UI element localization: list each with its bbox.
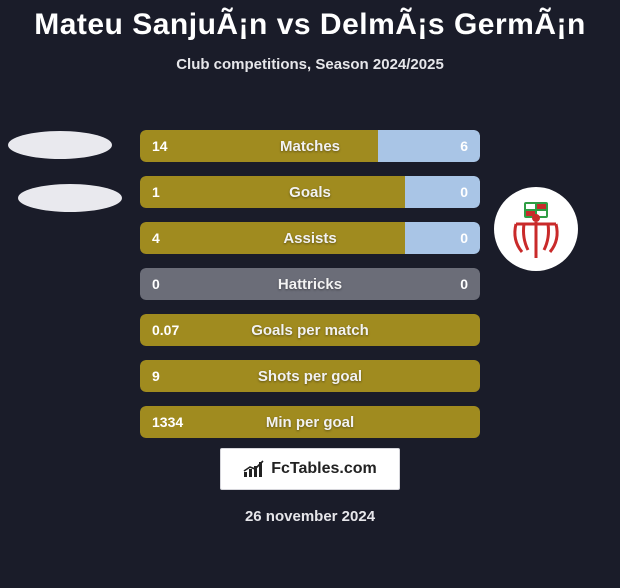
stat-value-left: 14: [152, 130, 168, 162]
stat-value-left: 9: [152, 360, 160, 392]
stat-row: Hattricks0 0: [140, 268, 480, 300]
club-crest-icon: [508, 194, 564, 264]
footer-brand: FcTables.com: [220, 448, 400, 490]
player-badge-left-1: [8, 131, 112, 159]
stat-row: Goals1 0: [140, 176, 480, 208]
player-badge-left-2: [18, 184, 122, 212]
stat-label: Min per goal: [140, 406, 480, 438]
page-title: Mateu SanjuÃ¡n vs DelmÃ¡s GermÃ¡n: [0, 8, 620, 42]
stat-row: Min per goal1334: [140, 406, 480, 438]
stat-label: Matches: [140, 130, 480, 162]
stat-label: Goals: [140, 176, 480, 208]
stat-value-left: 4: [152, 222, 160, 254]
stat-row: Assists4 0: [140, 222, 480, 254]
stat-value-right: 6: [460, 130, 468, 162]
stat-value-left: 1334: [152, 406, 183, 438]
stat-label: Hattricks: [140, 268, 480, 300]
club-crest: [494, 187, 578, 271]
stat-value-right: 0: [460, 268, 468, 300]
stat-value-left: 0: [152, 268, 160, 300]
comparison-bars: Matches146Goals10Assists40Hattricks00Goa…: [140, 130, 480, 452]
stat-value-left: 1: [152, 176, 160, 208]
stat-row: Shots per goal9: [140, 360, 480, 392]
bars-growth-icon: [243, 460, 265, 478]
footer-brand-text: FcTables.com: [271, 460, 377, 478]
footer-date: 26 november 2024: [0, 508, 620, 525]
stat-row: Goals per match0.07: [140, 314, 480, 346]
stat-label: Assists: [140, 222, 480, 254]
stat-value-right: 0: [460, 176, 468, 208]
stat-label: Shots per goal: [140, 360, 480, 392]
page-subtitle: Club competitions, Season 2024/2025: [0, 56, 620, 73]
stat-value-left: 0.07: [152, 314, 179, 346]
stat-value-right: 0: [460, 222, 468, 254]
stat-label: Goals per match: [140, 314, 480, 346]
stat-row: Matches14 6: [140, 130, 480, 162]
